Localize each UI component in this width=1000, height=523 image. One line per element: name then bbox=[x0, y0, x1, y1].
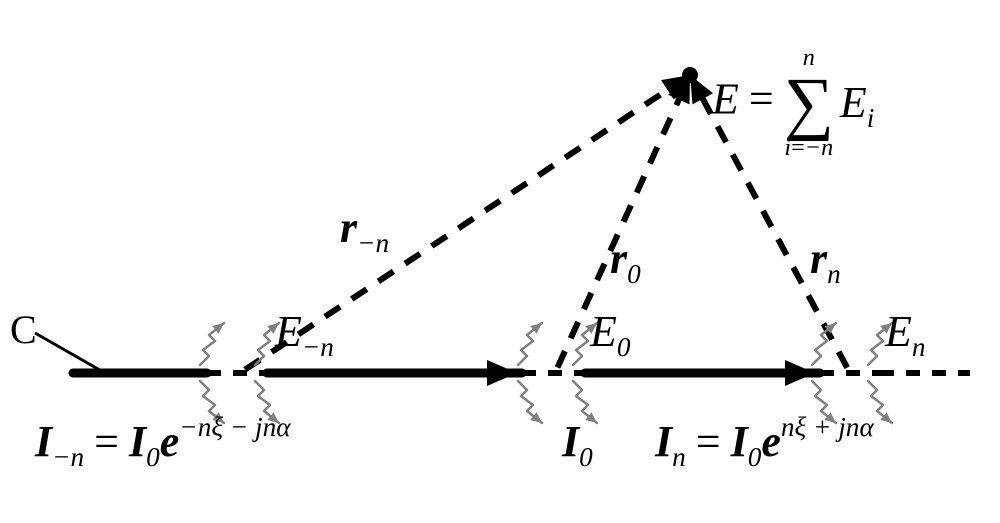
baseline-arrowhead-0 bbox=[487, 360, 517, 386]
label-c: C bbox=[10, 310, 37, 350]
label-i-plus-n: In=I0enξ + jnα bbox=[655, 420, 874, 464]
label-i-zero: I0 bbox=[562, 420, 593, 464]
label-r-minus-n: r−n bbox=[340, 206, 389, 250]
label-e-minus-n: E−n bbox=[275, 310, 334, 354]
label-e-zero: E0 bbox=[590, 310, 631, 354]
label-r-plus-n: rn bbox=[810, 237, 841, 281]
baseline-arrowhead-1 bbox=[785, 360, 815, 386]
label-i-minus-n: I−n=I0e−nξ − jnα bbox=[35, 420, 291, 464]
label-e-sum: E=n∑i=−nEi bbox=[712, 45, 874, 162]
observation-point bbox=[682, 67, 698, 83]
c-lead-line bbox=[35, 333, 105, 373]
label-r-zero: r0 bbox=[610, 237, 641, 281]
label-e-plus-n: En bbox=[885, 310, 926, 354]
